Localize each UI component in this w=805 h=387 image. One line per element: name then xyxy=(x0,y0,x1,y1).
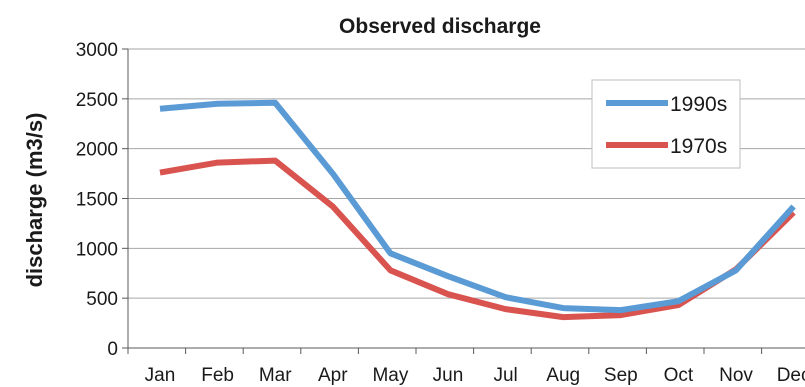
x-tick-label: Oct xyxy=(664,365,694,386)
legend-box xyxy=(591,79,741,169)
x-tick-label: Feb xyxy=(201,365,234,386)
x-tick-label: Sep xyxy=(604,365,638,386)
x-tick-label: Mar xyxy=(259,365,292,386)
legend: 1990s 1970s xyxy=(591,79,741,169)
y-tick-label: 0 xyxy=(107,339,118,360)
x-tick-label: May xyxy=(372,365,408,386)
x-tick-label: Jul xyxy=(493,365,517,386)
series-lines xyxy=(159,99,796,321)
y-tick-label: 2000 xyxy=(76,140,118,161)
y-tick-label: 1500 xyxy=(76,190,118,211)
legend-label-1990s: 1990s xyxy=(670,93,727,116)
x-tick-label: Dec xyxy=(777,365,805,386)
y-tick-label: 2500 xyxy=(76,90,118,111)
y-axis-label: discharge (m3/s) xyxy=(22,113,47,288)
y-tick-label: 3000 xyxy=(76,40,118,61)
x-tick-label: Apr xyxy=(318,365,348,386)
x-tick-label: Jun xyxy=(433,365,464,386)
series-line-1990s xyxy=(159,99,796,314)
y-tick-label: 500 xyxy=(86,289,118,310)
chart-title: Observed discharge xyxy=(339,15,541,38)
y-tick-label: 1000 xyxy=(76,239,118,260)
y-axis-ticks: 0 500 1000 1500 2000 2500 3000 xyxy=(76,40,128,360)
legend-label-1970s: 1970s xyxy=(670,135,727,158)
x-tick-label: Aug xyxy=(546,365,580,386)
x-axis-ticks: Jan Feb Mar Apr May Jun Jul Aug Sep Oct Nov Dec xyxy=(127,348,805,386)
x-tick-label: Nov xyxy=(719,365,753,386)
x-tick-label: Jan xyxy=(145,365,176,386)
